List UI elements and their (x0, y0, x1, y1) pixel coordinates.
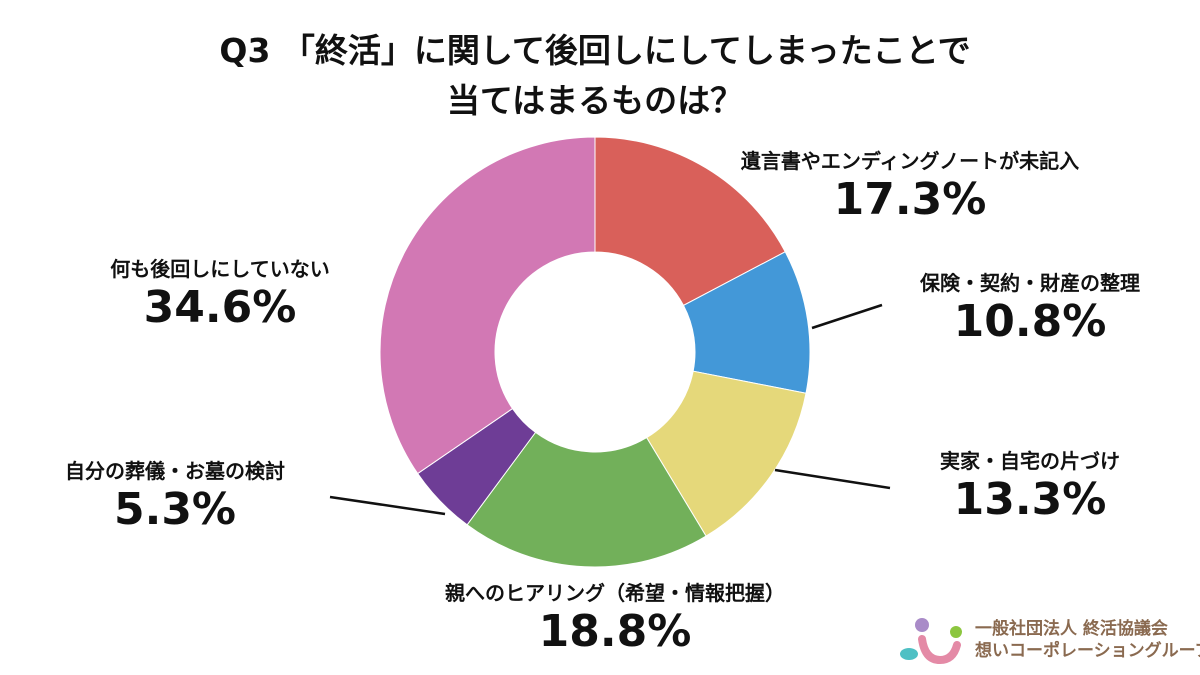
donut-slice-5 (379, 136, 596, 475)
slice-name: 何も後回しにしていない (110, 257, 330, 281)
donut-slice-0 (594, 136, 786, 307)
label-slice-5: 何も後回しにしていない 34.6% (70, 256, 370, 334)
chart-title-line2: 当てはまるものは？ (446, 81, 744, 120)
label-slice-4: 自分の葬儀・お墓の検討 5.3% (40, 458, 310, 536)
label-slice-3: 親へのヒアリング（希望・情報把握） 18.8% (380, 580, 850, 658)
label-slice-1: 保険・契約・財産の整理 10.8% (880, 270, 1180, 348)
slice-value: 13.3% (953, 474, 1107, 525)
logo-mark-icon (900, 618, 962, 665)
slice-name: 自分の葬儀・お墓の検討 (65, 459, 285, 483)
leader-line-4 (329, 495, 446, 516)
leader-line-2 (774, 468, 891, 490)
organization-logo: 一般社団法人 終活協議会 想いコーポレーショングループ (895, 612, 1200, 667)
logo-line2: 想いコーポレーショングループ (975, 641, 1200, 661)
donut-slice-3 (466, 431, 707, 568)
slice-value: 34.6% (143, 282, 297, 333)
slice-value: 10.8% (953, 296, 1107, 347)
slice-value: 17.3% (833, 174, 987, 225)
slice-name: 親へのヒアリング（希望・情報把握） (445, 581, 785, 605)
logo-line1: 一般社団法人 終活協議会 (975, 619, 1168, 639)
slice-name: 保険・契約・財産の整理 (920, 271, 1140, 295)
leader-line-1 (811, 303, 883, 330)
slice-name: 実家・自宅の片づけ (940, 449, 1120, 473)
slice-value: 5.3% (113, 484, 237, 535)
slice-value: 18.8% (538, 606, 692, 657)
chart-title-line1: Q3 「終活」に関して後回しにしてしまったことで (219, 31, 971, 70)
label-slice-2: 実家・自宅の片づけ 13.3% (880, 448, 1180, 526)
slice-name: 遺言書やエンディングノートが未記入 (740, 149, 1080, 173)
label-slice-0: 遺言書やエンディングノートが未記入 17.3% (700, 148, 1120, 226)
